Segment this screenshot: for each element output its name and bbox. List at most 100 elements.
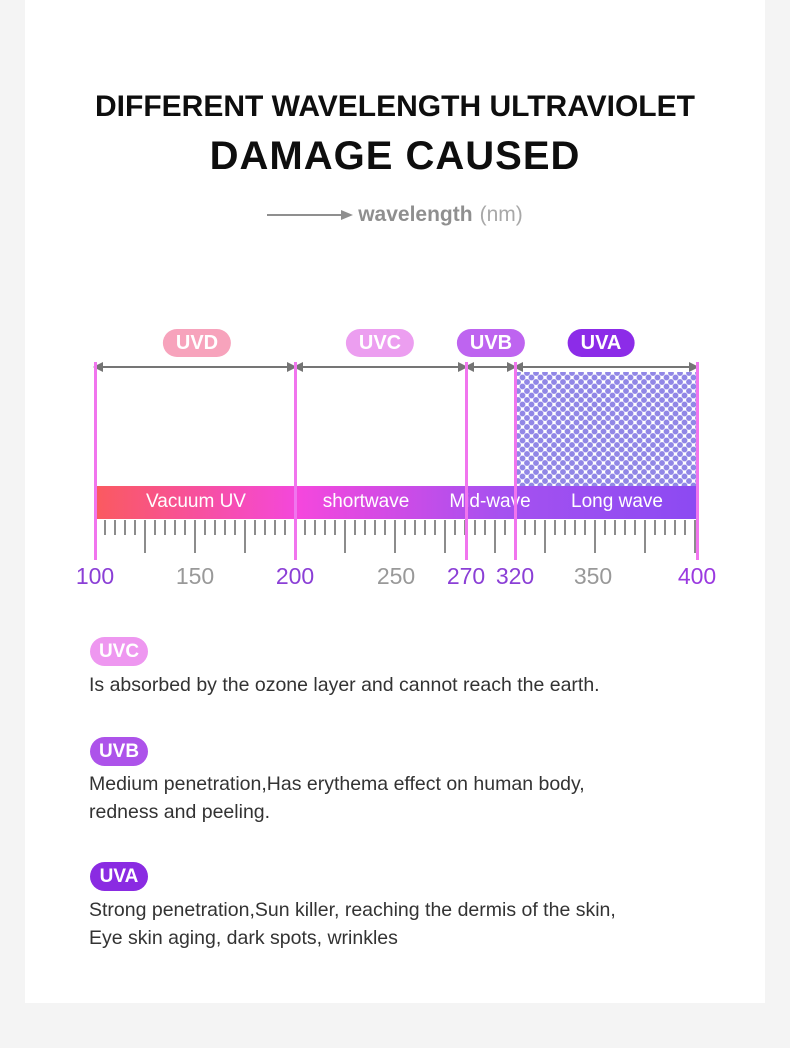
- scale-number: 320: [495, 563, 535, 589]
- badge-uva: UVA: [567, 329, 635, 357]
- ruler-tick-minor: [524, 520, 526, 535]
- boundary-line: [513, 362, 517, 560]
- ruler-tick-minor: [374, 520, 376, 535]
- ruler-tick-minor: [504, 520, 506, 535]
- legend-badge-uvb: UVB: [90, 737, 148, 766]
- ruler-tick-minor: [104, 520, 106, 535]
- scale-number: 250: [376, 563, 416, 589]
- legend-text-uva-line1: Strong penetration,Sun killer, reaching …: [89, 899, 616, 921]
- ruler-tick-major: [394, 520, 396, 553]
- ruler-tick-major: [694, 520, 696, 553]
- ruler-tick-minor: [384, 520, 386, 535]
- ruler-tick-minor: [354, 520, 356, 535]
- ruler-tick-minor: [414, 520, 416, 535]
- bar-segment-label: Long wave: [571, 490, 663, 512]
- ruler-tick-minor: [614, 520, 616, 535]
- ruler-tick-minor: [634, 520, 636, 535]
- ruler-tick-minor: [424, 520, 426, 535]
- bar-segment-label: Vacuum UV: [146, 490, 246, 512]
- ruler-tick-minor: [564, 520, 566, 535]
- bar-segment-label: shortwave: [322, 490, 410, 512]
- axis-label: wavelength: [358, 203, 473, 226]
- badge-uvd: UVD: [162, 329, 232, 357]
- ruler-tick-minor: [324, 520, 326, 535]
- ruler-tick-minor: [404, 520, 406, 535]
- boundary-line: [695, 362, 699, 560]
- ruler-tick-major: [544, 520, 546, 553]
- ruler-tick-major: [594, 520, 596, 553]
- ruler-tick-minor: [334, 520, 336, 535]
- ruler-tick-minor: [204, 520, 206, 535]
- scale-number: 270: [446, 563, 486, 589]
- ruler-tick-minor: [114, 520, 116, 535]
- bar-segment-label: Mid-wave: [449, 490, 531, 512]
- wavelength-axis: wavelength (nm): [25, 202, 765, 228]
- scale-number: 400: [677, 563, 717, 589]
- ruler-tick-minor: [554, 520, 556, 535]
- ruler-tick-minor: [684, 520, 686, 535]
- ruler-tick-minor: [674, 520, 676, 535]
- boundary-line: [293, 362, 297, 560]
- legend-badge-uva: UVA: [90, 862, 148, 891]
- range-arrow: [293, 362, 468, 372]
- boundary-line: [464, 362, 468, 560]
- legend-text-uvb-line1: Medium penetration,Has erythema effect o…: [89, 773, 585, 795]
- legend-text-uva-line2: Eye skin aging, dark spots, wrinkles: [89, 927, 398, 949]
- ruler-tick-major: [644, 520, 646, 553]
- ruler-tick-minor: [484, 520, 486, 535]
- ruler-tick-minor: [184, 520, 186, 535]
- ruler-tick-minor: [364, 520, 366, 535]
- ruler-tick-minor: [124, 520, 126, 535]
- scale-number: 350: [573, 563, 613, 589]
- ruler-tick-minor: [654, 520, 656, 535]
- ruler-tick-minor: [134, 520, 136, 535]
- legend-text-uvb-line2: redness and peeling.: [89, 801, 271, 823]
- ruler-tick-minor: [574, 520, 576, 535]
- ruler-tick-minor: [214, 520, 216, 535]
- badge-uvb: UVB: [456, 329, 526, 357]
- ruler-tick-minor: [164, 520, 166, 535]
- ruler-tick-minor: [434, 520, 436, 535]
- spectrum-bar: Vacuum UV shortwave Mid-wave Long wave: [95, 486, 697, 519]
- ruler-tick-minor: [304, 520, 306, 535]
- ruler-tick-minor: [264, 520, 266, 535]
- ruler-tick-minor: [314, 520, 316, 535]
- ruler-tick-minor: [624, 520, 626, 535]
- ruler-tick-minor: [224, 520, 226, 535]
- ruler-tick-minor: [154, 520, 156, 535]
- axis-unit: (nm): [479, 203, 523, 226]
- badge-uvc: UVC: [345, 329, 415, 357]
- ruler-tick-major: [444, 520, 446, 553]
- ruler-tick-major: [344, 520, 346, 553]
- ruler-tick-minor: [474, 520, 476, 535]
- range-arrow: [464, 362, 517, 372]
- legend-badge-uvc: UVC: [90, 637, 148, 666]
- page-title-line1: DIFFERENT WAVELENGTH ULTRAVIOLET: [95, 90, 695, 123]
- arrow-shaft: [267, 214, 342, 216]
- ruler-tick-minor: [234, 520, 236, 535]
- boundary-line: [93, 362, 97, 560]
- ruler-tick-minor: [254, 520, 256, 535]
- range-arrow: [93, 362, 297, 372]
- legend-text-uvc: Is absorbed by the ozone layer and canno…: [89, 674, 600, 696]
- page-title-line2: DAMAGE CAUSED: [209, 134, 581, 178]
- ruler-tick-major: [244, 520, 246, 553]
- ruler-tick-minor: [534, 520, 536, 535]
- scale-number: 100: [75, 563, 115, 589]
- scale-number: 200: [275, 563, 315, 589]
- ruler-tick-minor: [664, 520, 666, 535]
- ruler-tick-minor: [284, 520, 286, 535]
- ruler-tick-minor: [274, 520, 276, 535]
- ruler-tick-minor: [454, 520, 456, 535]
- ruler-tick-major: [194, 520, 196, 553]
- range-arrow: [513, 362, 699, 372]
- ruler-tick-major: [144, 520, 146, 553]
- ruler-tick-major: [494, 520, 496, 553]
- ruler-tick-minor: [174, 520, 176, 535]
- uva-dot-pattern: [517, 372, 696, 486]
- scale-number: 150: [175, 563, 215, 589]
- ruler-tick-minor: [604, 520, 606, 535]
- right-arrow-icon: [341, 210, 354, 220]
- ruler-tick-minor: [584, 520, 586, 535]
